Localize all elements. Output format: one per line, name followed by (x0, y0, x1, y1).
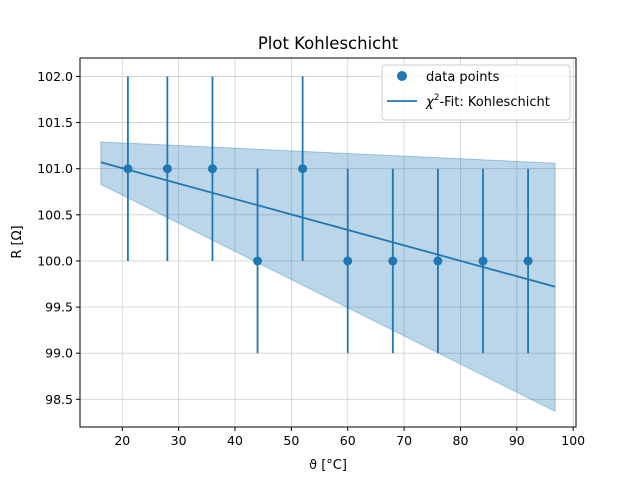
x-axis-ticks: 20 30 40 50 60 70 80 90 100 (114, 427, 585, 448)
y-tick-label: 99.0 (45, 346, 73, 361)
data-point (433, 256, 443, 266)
x-tick-label: 70 (396, 433, 412, 448)
x-tick-label: 80 (453, 433, 469, 448)
legend-label-data-points: data points (426, 70, 500, 85)
data-point (253, 256, 263, 266)
x-tick-label: 50 (283, 433, 299, 448)
data-point (123, 164, 133, 174)
fit-line (100, 161, 556, 288)
plot-frame (79, 57, 577, 428)
confidence-band (100, 141, 556, 413)
data-points-layer (123, 164, 533, 266)
x-tick-label: 90 (509, 433, 525, 448)
x-tick-label: 40 (227, 433, 243, 448)
y-tick-label: 102.0 (37, 69, 73, 84)
data-point (162, 164, 172, 174)
data-point (388, 256, 398, 266)
x-tick-label: 60 (340, 433, 356, 448)
confidence-band-layer (100, 141, 556, 413)
x-tick-label: 30 (171, 433, 187, 448)
data-point (478, 256, 488, 266)
data-point (343, 256, 353, 266)
legend-marker-data-points (397, 71, 407, 81)
y-axis-ticks: 98.5 99.0 99.5 100.0 100.5 101.0 101.5 102.0 (37, 69, 80, 407)
y-tick-label: 101.5 (37, 115, 73, 130)
y-tick-label: 99.5 (45, 300, 73, 315)
data-point (523, 256, 533, 266)
legend-label-fit: χ2-Fit: Kohleschicht (425, 93, 550, 110)
x-axis-label: ϑ [°C] (309, 458, 347, 473)
legend: data points χ2-Fit: Kohleschicht (381, 64, 571, 121)
legend-box (381, 64, 571, 121)
y-axis-label: R [Ω] (10, 225, 25, 258)
data-point (298, 164, 308, 174)
x-tick-label: 100 (561, 433, 585, 448)
y-tick-label: 100.0 (37, 253, 73, 268)
data-point (207, 164, 217, 174)
x-tick-label: 20 (114, 433, 130, 448)
fit-line-layer (100, 161, 556, 288)
y-tick-label: 100.5 (37, 207, 73, 222)
chart-title: Plot Kohleschicht (258, 34, 399, 53)
y-tick-label: 98.5 (45, 392, 73, 407)
y-tick-label: 101.0 (37, 161, 73, 176)
